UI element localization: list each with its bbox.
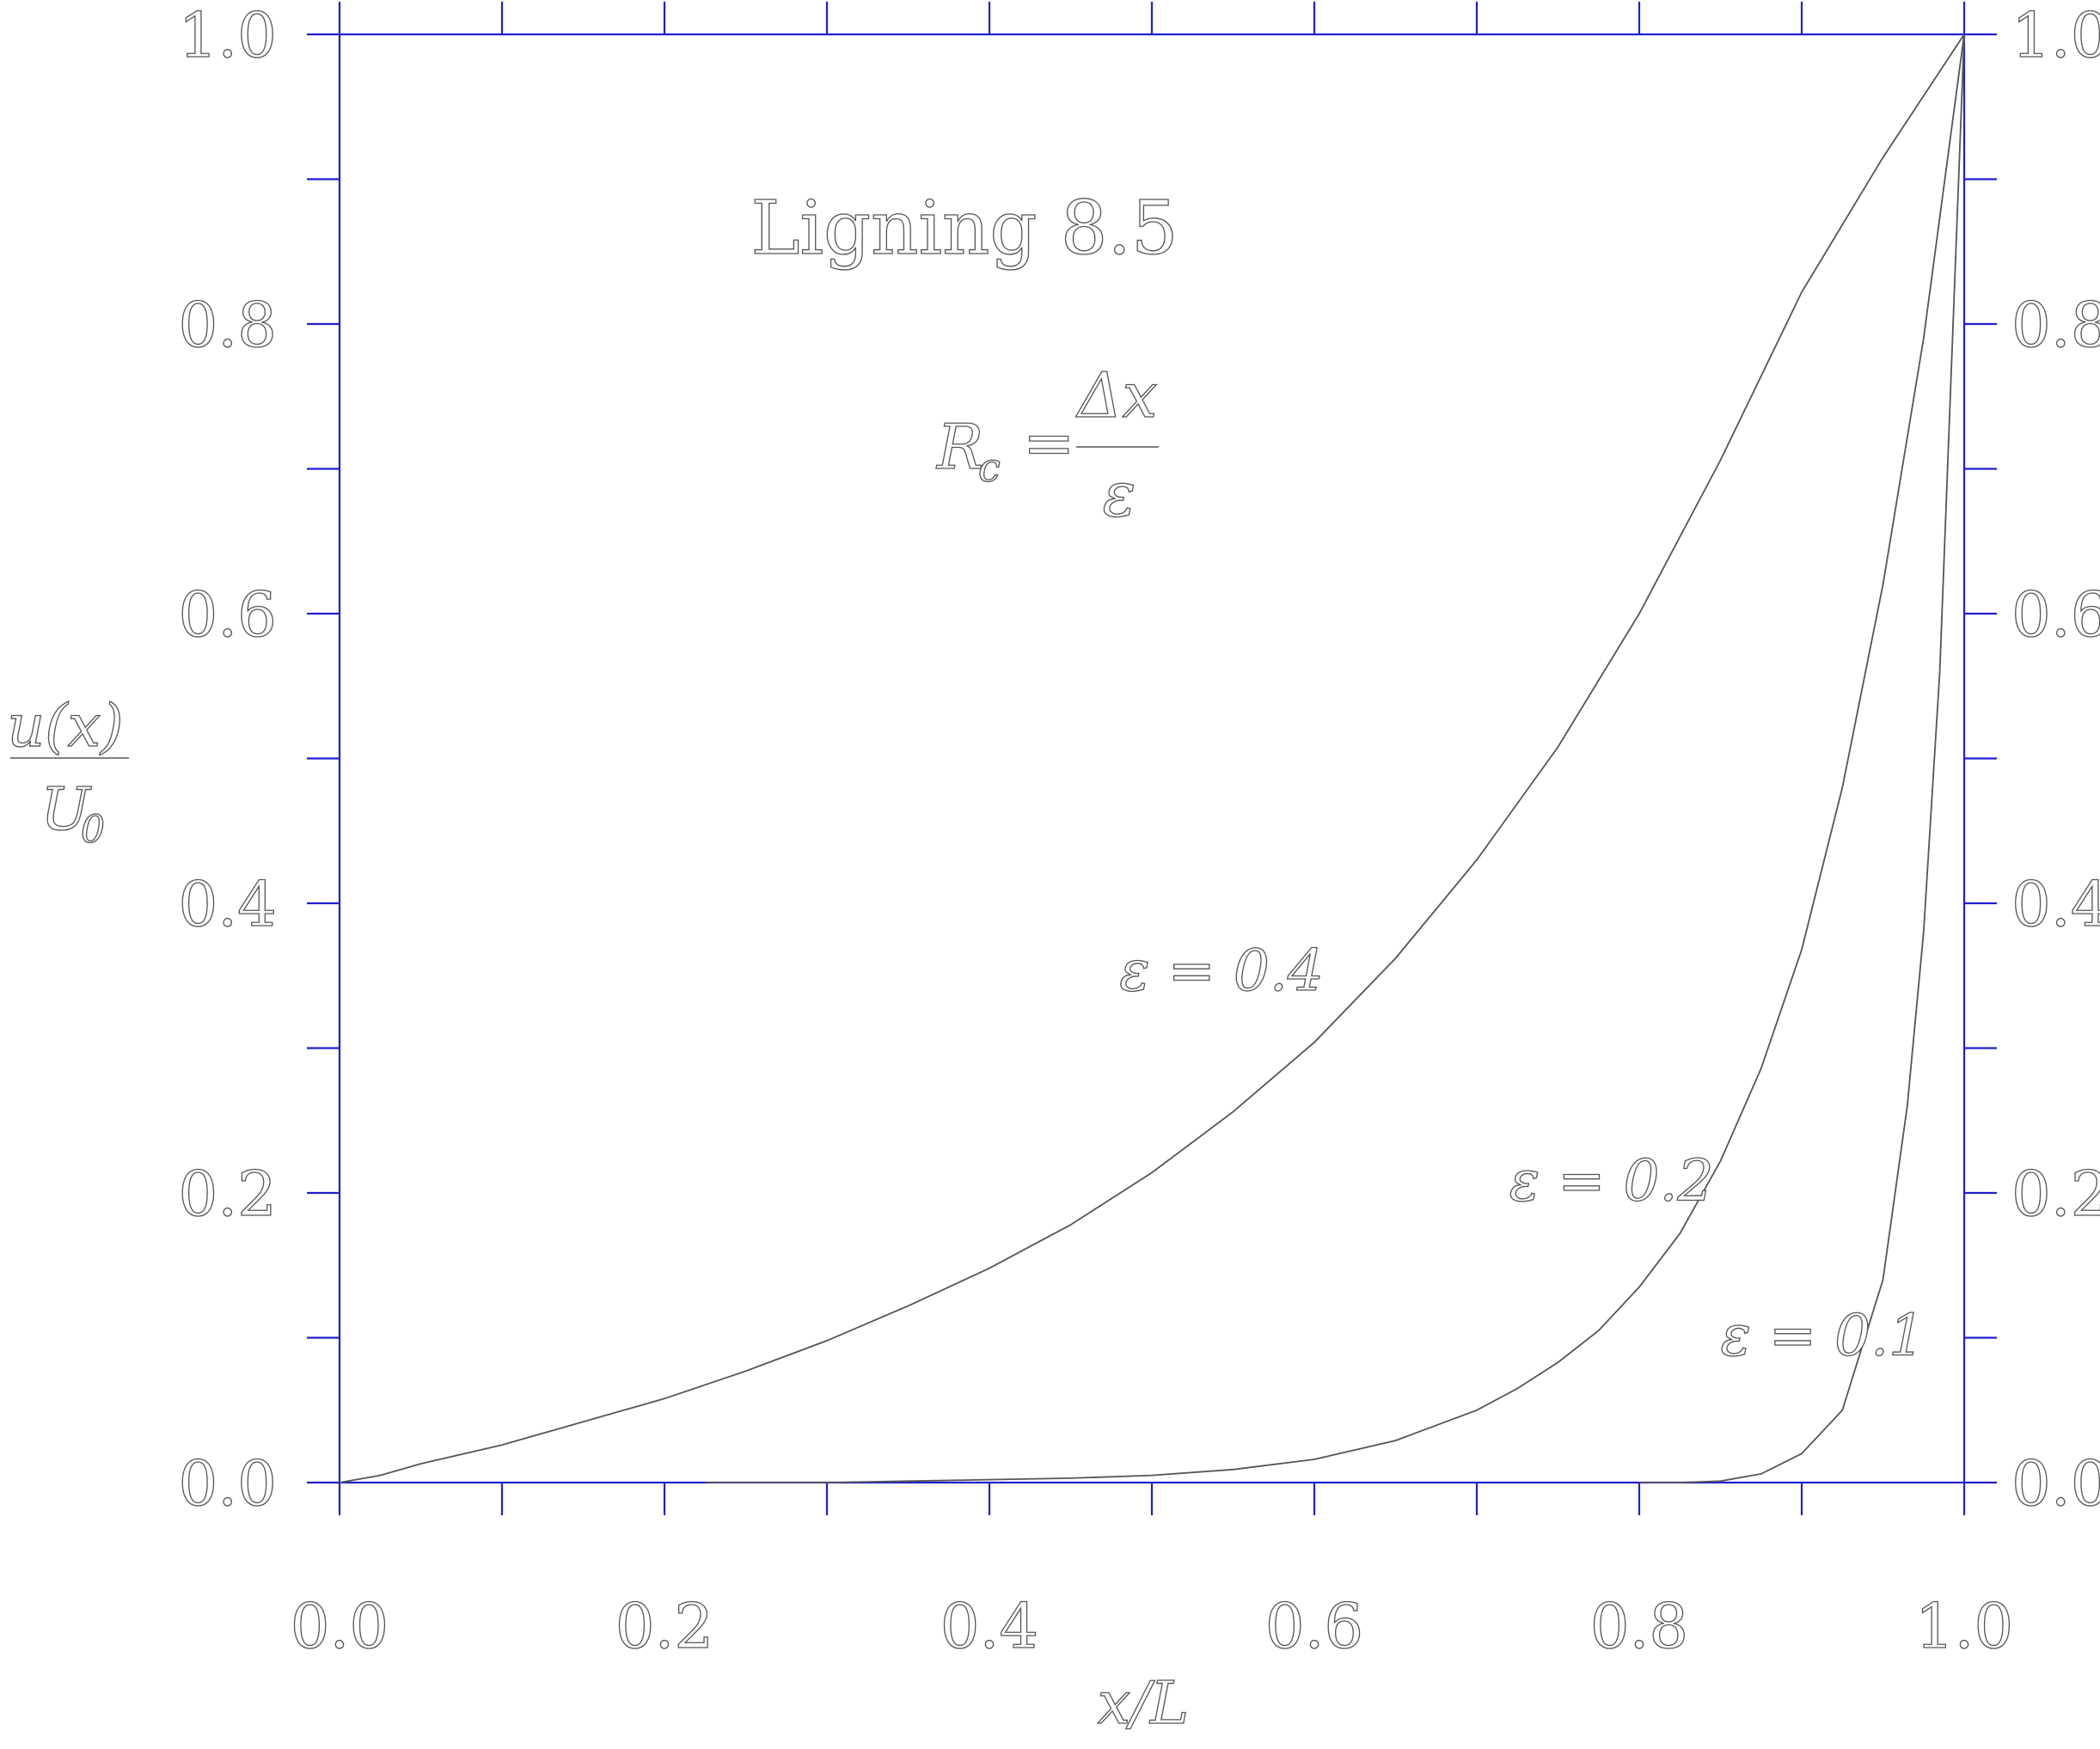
formula-equals: = [1023,407,1074,479]
x-tick-label: 0.2 [615,1590,714,1662]
tick-labels: 0.0 0.2 0.4 0.6 0.8 1.00.0 0.00.2 0.20.4 0.40.6 0… [178,0,2100,1663]
series-line-1 [339,34,1965,1483]
x-tick-label: 1.0 [1915,1590,2014,1662]
y-label-denominator: U [40,776,92,844]
formula-lhs: R [935,411,983,483]
y-tick-label-left: 1.0 [178,0,277,71]
y-label-denominator-subscript: 0 [81,808,105,852]
y-tick-label-right: 0.2 [2011,1158,2100,1230]
series-line-2 [705,34,1965,1483]
formula-lhs-subscript: c [978,444,1001,491]
formula-denominator: ε [1103,458,1136,530]
x-tick-label: 0.0 [291,1590,389,1662]
series-line-3 [1639,34,1965,1483]
series-label-2: ε = 0.2 [1509,1147,1714,1214]
y-tick-label-left: 0.2 [178,1158,277,1230]
series-label-1: ε = 0.4 [1119,938,1324,1004]
axis-ticks [307,2,1997,1515]
y-tick-label-left: 0.8 [178,289,277,361]
y-tick-label-left: 0.4 [178,868,277,940]
formula: R c = Δx ε [934,358,1159,531]
y-tick-label-right: 0.0 [2011,1447,2100,1520]
y-tick-label-right: 0.8 [2011,289,2100,361]
series-labels: ε = 0.4 ε = 0.2 ε = 0.1 [1119,937,1926,1369]
y-tick-label-left: 0.0 [178,1447,277,1520]
x-tick-label: 0.8 [1590,1590,1689,1662]
y-tick-label-right: 0.4 [2011,868,2100,940]
y-tick-label-right: 1.0 [2011,0,2100,71]
x-axis-label: x/L [1098,1670,1189,1738]
series-label-3: ε = 0.1 [1721,1303,1926,1369]
y-tick-label-right: 0.6 [2011,578,2100,651]
x-tick-label: 0.6 [1265,1590,1364,1662]
chart-title: Ligning 8.5 [750,186,1178,272]
series-lines [339,34,1965,1483]
y-tick-label-left: 0.6 [178,578,277,651]
y-axis-label: u(x) U 0 [7,692,129,853]
y-label-numerator: u(x) [7,693,123,761]
x-tick-label: 0.4 [940,1590,1039,1662]
formula-numerator: Δx [1075,359,1158,431]
